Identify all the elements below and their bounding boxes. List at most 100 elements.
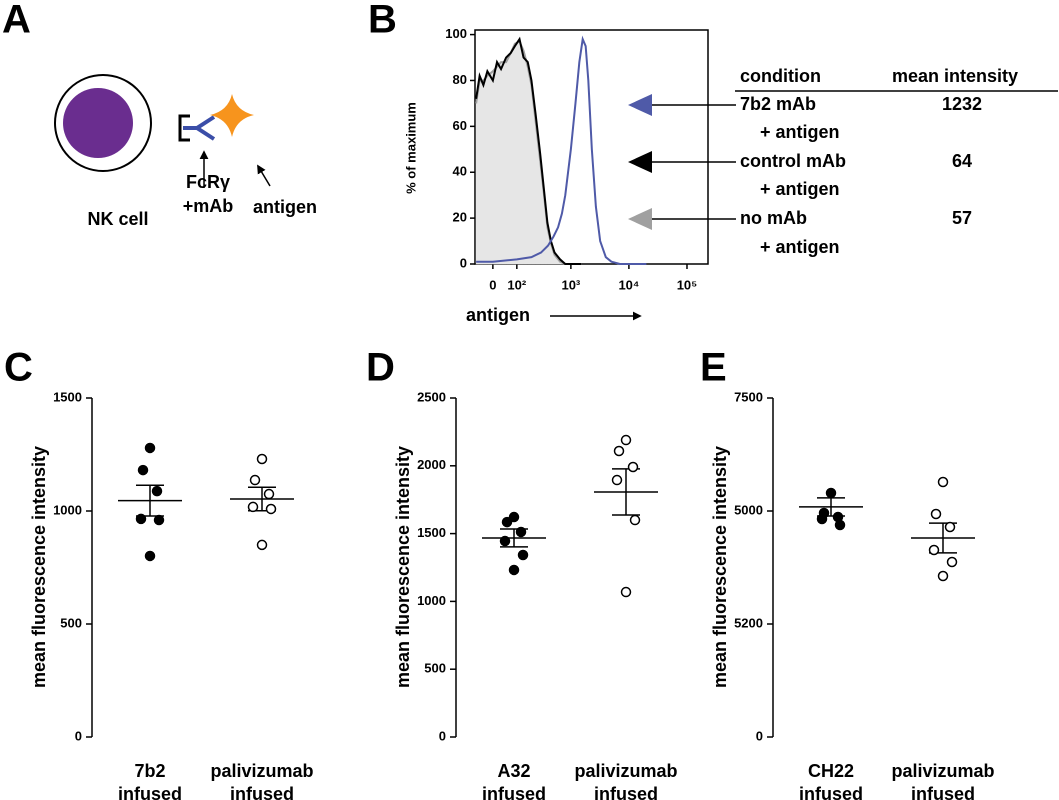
y-tick-label: 500 (424, 661, 446, 676)
data-point (611, 474, 623, 486)
antigen (210, 94, 254, 137)
panel-label: D (366, 346, 395, 390)
x-tick-label: palivizumab (891, 761, 994, 781)
plot-frame (474, 29, 709, 265)
x-tick-label: infused (799, 784, 863, 800)
y-tick-label: 5000 (734, 502, 763, 517)
x-tick-label: 10² (507, 277, 526, 292)
data-point (501, 516, 513, 528)
data-point (256, 453, 268, 465)
data-point (137, 464, 149, 476)
data-point (629, 514, 641, 526)
y-tick-label: 0 (460, 255, 467, 270)
area-fill (527, 66, 532, 265)
area-fill (479, 80, 484, 265)
x-tick-label: A32 (497, 761, 530, 781)
data-point (930, 508, 942, 520)
data-point (508, 564, 520, 576)
area-fill (510, 43, 516, 265)
area-fill (487, 70, 494, 265)
x-tick-label: infused (911, 784, 975, 800)
data-point (834, 519, 846, 531)
receptor-label: FcRγ (186, 172, 230, 192)
data-point (620, 434, 632, 446)
data-point (517, 549, 529, 561)
data-point (946, 556, 958, 568)
x-tick-label: 10³ (561, 277, 580, 292)
x-axis-label: antigen (466, 305, 530, 325)
y-tick-label: 0 (439, 728, 446, 743)
condition-note: + antigen (760, 237, 840, 257)
x-tick-label: 7b2 (134, 761, 165, 781)
x-tick-label: palivizumab (210, 761, 313, 781)
y-tick-label: 20 (453, 210, 467, 225)
y-tick-label: 100 (445, 26, 467, 41)
x-tick-label: infused (118, 784, 182, 800)
mean-intensity: 64 (952, 151, 972, 171)
data-point (247, 501, 259, 513)
legend-arrowhead (628, 94, 652, 116)
data-point (627, 461, 639, 473)
data-point (135, 513, 147, 525)
y-axis-label: mean fluorescence intensity (710, 446, 730, 688)
x-tick-label: infused (594, 784, 658, 800)
legend-arrowhead (628, 208, 652, 230)
y-tick-label: 0 (756, 728, 763, 743)
y-tick-label: 60 (453, 118, 467, 133)
nk-cell-diagram: NK cell FcRγ +mAb antigen (54, 74, 317, 229)
data-point (825, 487, 837, 499)
y-tick-label: 0 (75, 728, 82, 743)
data-point (144, 550, 156, 562)
y-tick-label: 2500 (417, 389, 446, 404)
y-tick-label: 2000 (417, 457, 446, 472)
column-header: condition (740, 66, 821, 86)
data-point (937, 476, 949, 488)
data-point (153, 514, 165, 526)
x-tick-label: infused (482, 784, 546, 800)
receptor-label: +mAb (183, 196, 234, 216)
y-tick-label: 40 (453, 164, 467, 179)
antibody (183, 115, 216, 141)
x-tick-label: palivizumab (574, 761, 677, 781)
data-point (816, 513, 828, 525)
data-point (144, 442, 156, 454)
y-tick-label: 1500 (53, 389, 82, 404)
x-tick-label: 0 (489, 277, 496, 292)
area-fill (519, 41, 524, 265)
y-tick-label: 1000 (53, 502, 82, 517)
receptor (178, 114, 190, 142)
area-fill (505, 52, 511, 265)
x-tick-label: CH22 (808, 761, 854, 781)
mean-intensity: 1232 (942, 94, 982, 114)
data-point (151, 485, 163, 497)
data-point (499, 535, 511, 547)
area-fill (523, 50, 529, 265)
data-point (613, 445, 625, 457)
data-point (508, 511, 520, 523)
column-header: mean intensity (892, 66, 1018, 86)
area-fill (483, 75, 488, 265)
x-tick-label: 10⁵ (677, 277, 698, 292)
histogram-line (475, 36, 582, 265)
y-tick-label: 5200 (734, 615, 763, 630)
y-axis-label: % of maximum (403, 102, 418, 194)
nucleus (63, 88, 133, 158)
y-tick-label: 80 (453, 72, 467, 87)
data-point (937, 570, 949, 582)
arrow (257, 164, 271, 187)
y-tick-label: 1000 (417, 593, 446, 608)
area-fill (492, 66, 498, 265)
histogram-line (476, 35, 647, 265)
data-point (265, 503, 277, 515)
data-point (620, 586, 632, 598)
data-point (515, 526, 527, 538)
legend-arrowhead (628, 151, 652, 173)
panel-label: C (4, 346, 33, 390)
data-point (944, 521, 956, 533)
cell-label: NK cell (87, 209, 148, 229)
area-fill (500, 61, 507, 265)
condition: control mAb (740, 151, 846, 171)
mean-intensity: 57 (952, 208, 972, 228)
area-fill (496, 61, 502, 265)
